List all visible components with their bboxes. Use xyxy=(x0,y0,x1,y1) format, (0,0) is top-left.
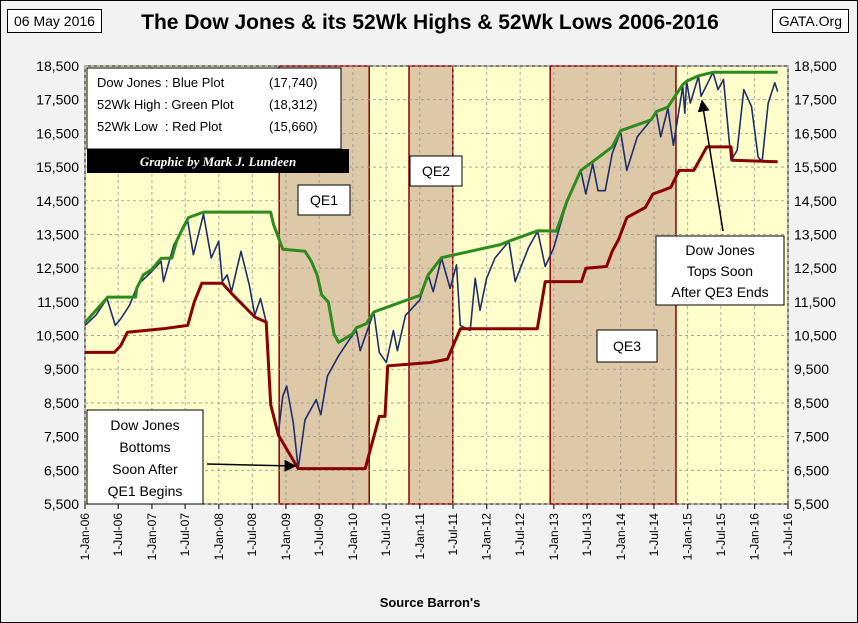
x-tick-label: 1-Jul-07 xyxy=(178,513,192,557)
credit-text: Graphic by Mark J. Lundeen xyxy=(140,154,296,169)
y-tick-label-left: 8,500 xyxy=(44,395,79,411)
y-tick-label-right: 11,500 xyxy=(794,294,836,310)
y-tick-label-right: 6,500 xyxy=(794,462,829,478)
annotation-qe3-line-3: After QE3 Ends xyxy=(671,284,768,300)
annotation-qe1-line-4: QE1 Begins xyxy=(108,483,183,499)
legend-label-high: 52Wk High : Green Plot xyxy=(97,97,234,112)
x-tick-label: 1-Jul-16 xyxy=(781,513,795,557)
chart-title: The Dow Jones & its 52Wk Highs & 52Wk Lo… xyxy=(141,11,719,34)
y-tick-label-left: 7,500 xyxy=(44,429,79,445)
y-tick-label-right: 14,500 xyxy=(794,193,837,209)
x-tick-label: 1-Jan-10 xyxy=(346,513,360,561)
arrow-qe1-bottom xyxy=(206,459,297,472)
annotation-qe1-line-3: Soon After xyxy=(112,461,178,477)
series-lines xyxy=(83,70,779,471)
x-tick-label: 1-Jul-14 xyxy=(647,513,661,557)
y-tick-label-left: 5,500 xyxy=(44,496,79,512)
y-tick-label-left: 15,500 xyxy=(36,159,79,175)
y-tick-label-right: 8,500 xyxy=(794,395,829,411)
y-tick-label-left: 6,500 xyxy=(44,462,79,478)
series-line-dow-jones xyxy=(84,71,779,470)
x-tick-label: 1-Jul-06 xyxy=(111,513,125,557)
legend-box: Dow Jones : Blue Plot (17,740) 52Wk High… xyxy=(86,67,342,150)
y-tick-label-left: 16,500 xyxy=(36,125,79,141)
y-tick-label-left: 17,500 xyxy=(36,92,79,108)
y-tick-label-left: 14,500 xyxy=(36,193,79,209)
x-tick-label: 1-Jul-15 xyxy=(714,513,728,557)
legend-label-dow: Dow Jones : Blue Plot xyxy=(97,75,225,90)
series-line-52wk-low xyxy=(85,145,778,471)
x-tick-label: 1-Jul-08 xyxy=(245,513,259,557)
y-tick-label-right: 9,500 xyxy=(794,361,829,377)
legend-value-low: (15,660) xyxy=(269,119,317,134)
credit-banner: Graphic by Mark J. Lundeen xyxy=(87,149,349,173)
series-line-52wk-high xyxy=(83,70,778,344)
annotation-qe3-top: Dow Jones Tops Soon After QE3 Ends xyxy=(655,235,785,306)
x-tick-label: 1-Jul-12 xyxy=(513,513,527,557)
legend-value-dow: (17,740) xyxy=(269,75,317,90)
chart-svg: 5,500 5,500 6,500 6,500 7,500 7,500 8,500 8,500… xyxy=(36,58,837,560)
y-tick-label-right: 10,500 xyxy=(794,328,837,344)
y-tick-label-left: 9,500 xyxy=(44,361,79,377)
x-tick-label: 1-Jan-12 xyxy=(480,513,494,561)
x-tick-label: 1-Jan-08 xyxy=(212,513,226,561)
y-tick-label-left: 13,500 xyxy=(36,226,79,242)
x-tick-label: 1-Jan-13 xyxy=(547,513,561,561)
legend-label-low: 52Wk Low : Red Plot xyxy=(97,119,222,134)
legend-value-high: (18,312) xyxy=(269,97,317,112)
y-tick-label-right: 5,500 xyxy=(794,496,829,512)
y-tick-label-right: 17,500 xyxy=(794,92,837,108)
x-tick-label: 1-Jul-09 xyxy=(312,513,326,557)
qe2-label: QE2 xyxy=(422,163,450,179)
y-tick-label-right: 16,500 xyxy=(794,125,837,141)
annotation-qe1-line-2: Bottoms xyxy=(119,439,170,455)
y-tick-label-right: 15,500 xyxy=(794,159,837,175)
annotation-qe3-line-1: Dow Jones xyxy=(685,242,754,258)
x-tick-label: 1-Jan-14 xyxy=(614,513,628,561)
x-tick-label: 1-Jul-13 xyxy=(580,513,594,557)
arrow-qe3-top xyxy=(697,99,724,232)
annotation-qe1-bottom: Dow Jones Bottoms Soon After QE1 Begins xyxy=(86,409,204,505)
x-tick-label: 1-Jan-06 xyxy=(78,513,92,561)
source-label: GATA.Org xyxy=(771,9,849,33)
x-tick-label: 1-Jan-09 xyxy=(279,513,293,561)
y-tick-label-right: 13,500 xyxy=(794,226,837,242)
x-tick-label: 1-Jan-16 xyxy=(748,513,762,561)
x-tick-label: 1-Jan-15 xyxy=(681,513,695,561)
y-tick-label-left: 11,500 xyxy=(37,294,79,310)
axis-labels: 5,500 5,500 6,500 6,500 7,500 7,500 8,500 8,500… xyxy=(36,58,837,560)
qe2-label-box: QE2 xyxy=(409,155,463,187)
y-tick-label-right: 18,500 xyxy=(794,58,837,74)
y-tick-label-right: 12,500 xyxy=(794,260,837,276)
x-tick-label: 1-Jul-10 xyxy=(379,513,393,557)
qe3-label-box: QE3 xyxy=(596,329,658,363)
y-tick-label-right: 7,500 xyxy=(794,429,829,445)
x-axis-title: Source Barron's xyxy=(379,595,481,610)
x-tick-label: 1-Jan-07 xyxy=(145,513,159,561)
y-tick-label-left: 18,500 xyxy=(36,58,79,74)
x-tick-label: 1-Jan-11 xyxy=(413,513,427,560)
qe1-label-box: QE1 xyxy=(297,184,351,216)
date-label: 06 May 2016 xyxy=(7,9,102,33)
x-tick-label: 1-Jul-11 xyxy=(446,513,460,556)
annotation-qe3-line-2: Tops Soon xyxy=(687,263,753,279)
y-tick-label-left: 10,500 xyxy=(36,328,79,344)
y-tick-label-left: 12,500 xyxy=(36,260,79,276)
qe1-label: QE1 xyxy=(310,192,338,208)
annotation-qe1-line-1: Dow Jones xyxy=(110,417,179,433)
qe3-label: QE3 xyxy=(613,338,641,354)
